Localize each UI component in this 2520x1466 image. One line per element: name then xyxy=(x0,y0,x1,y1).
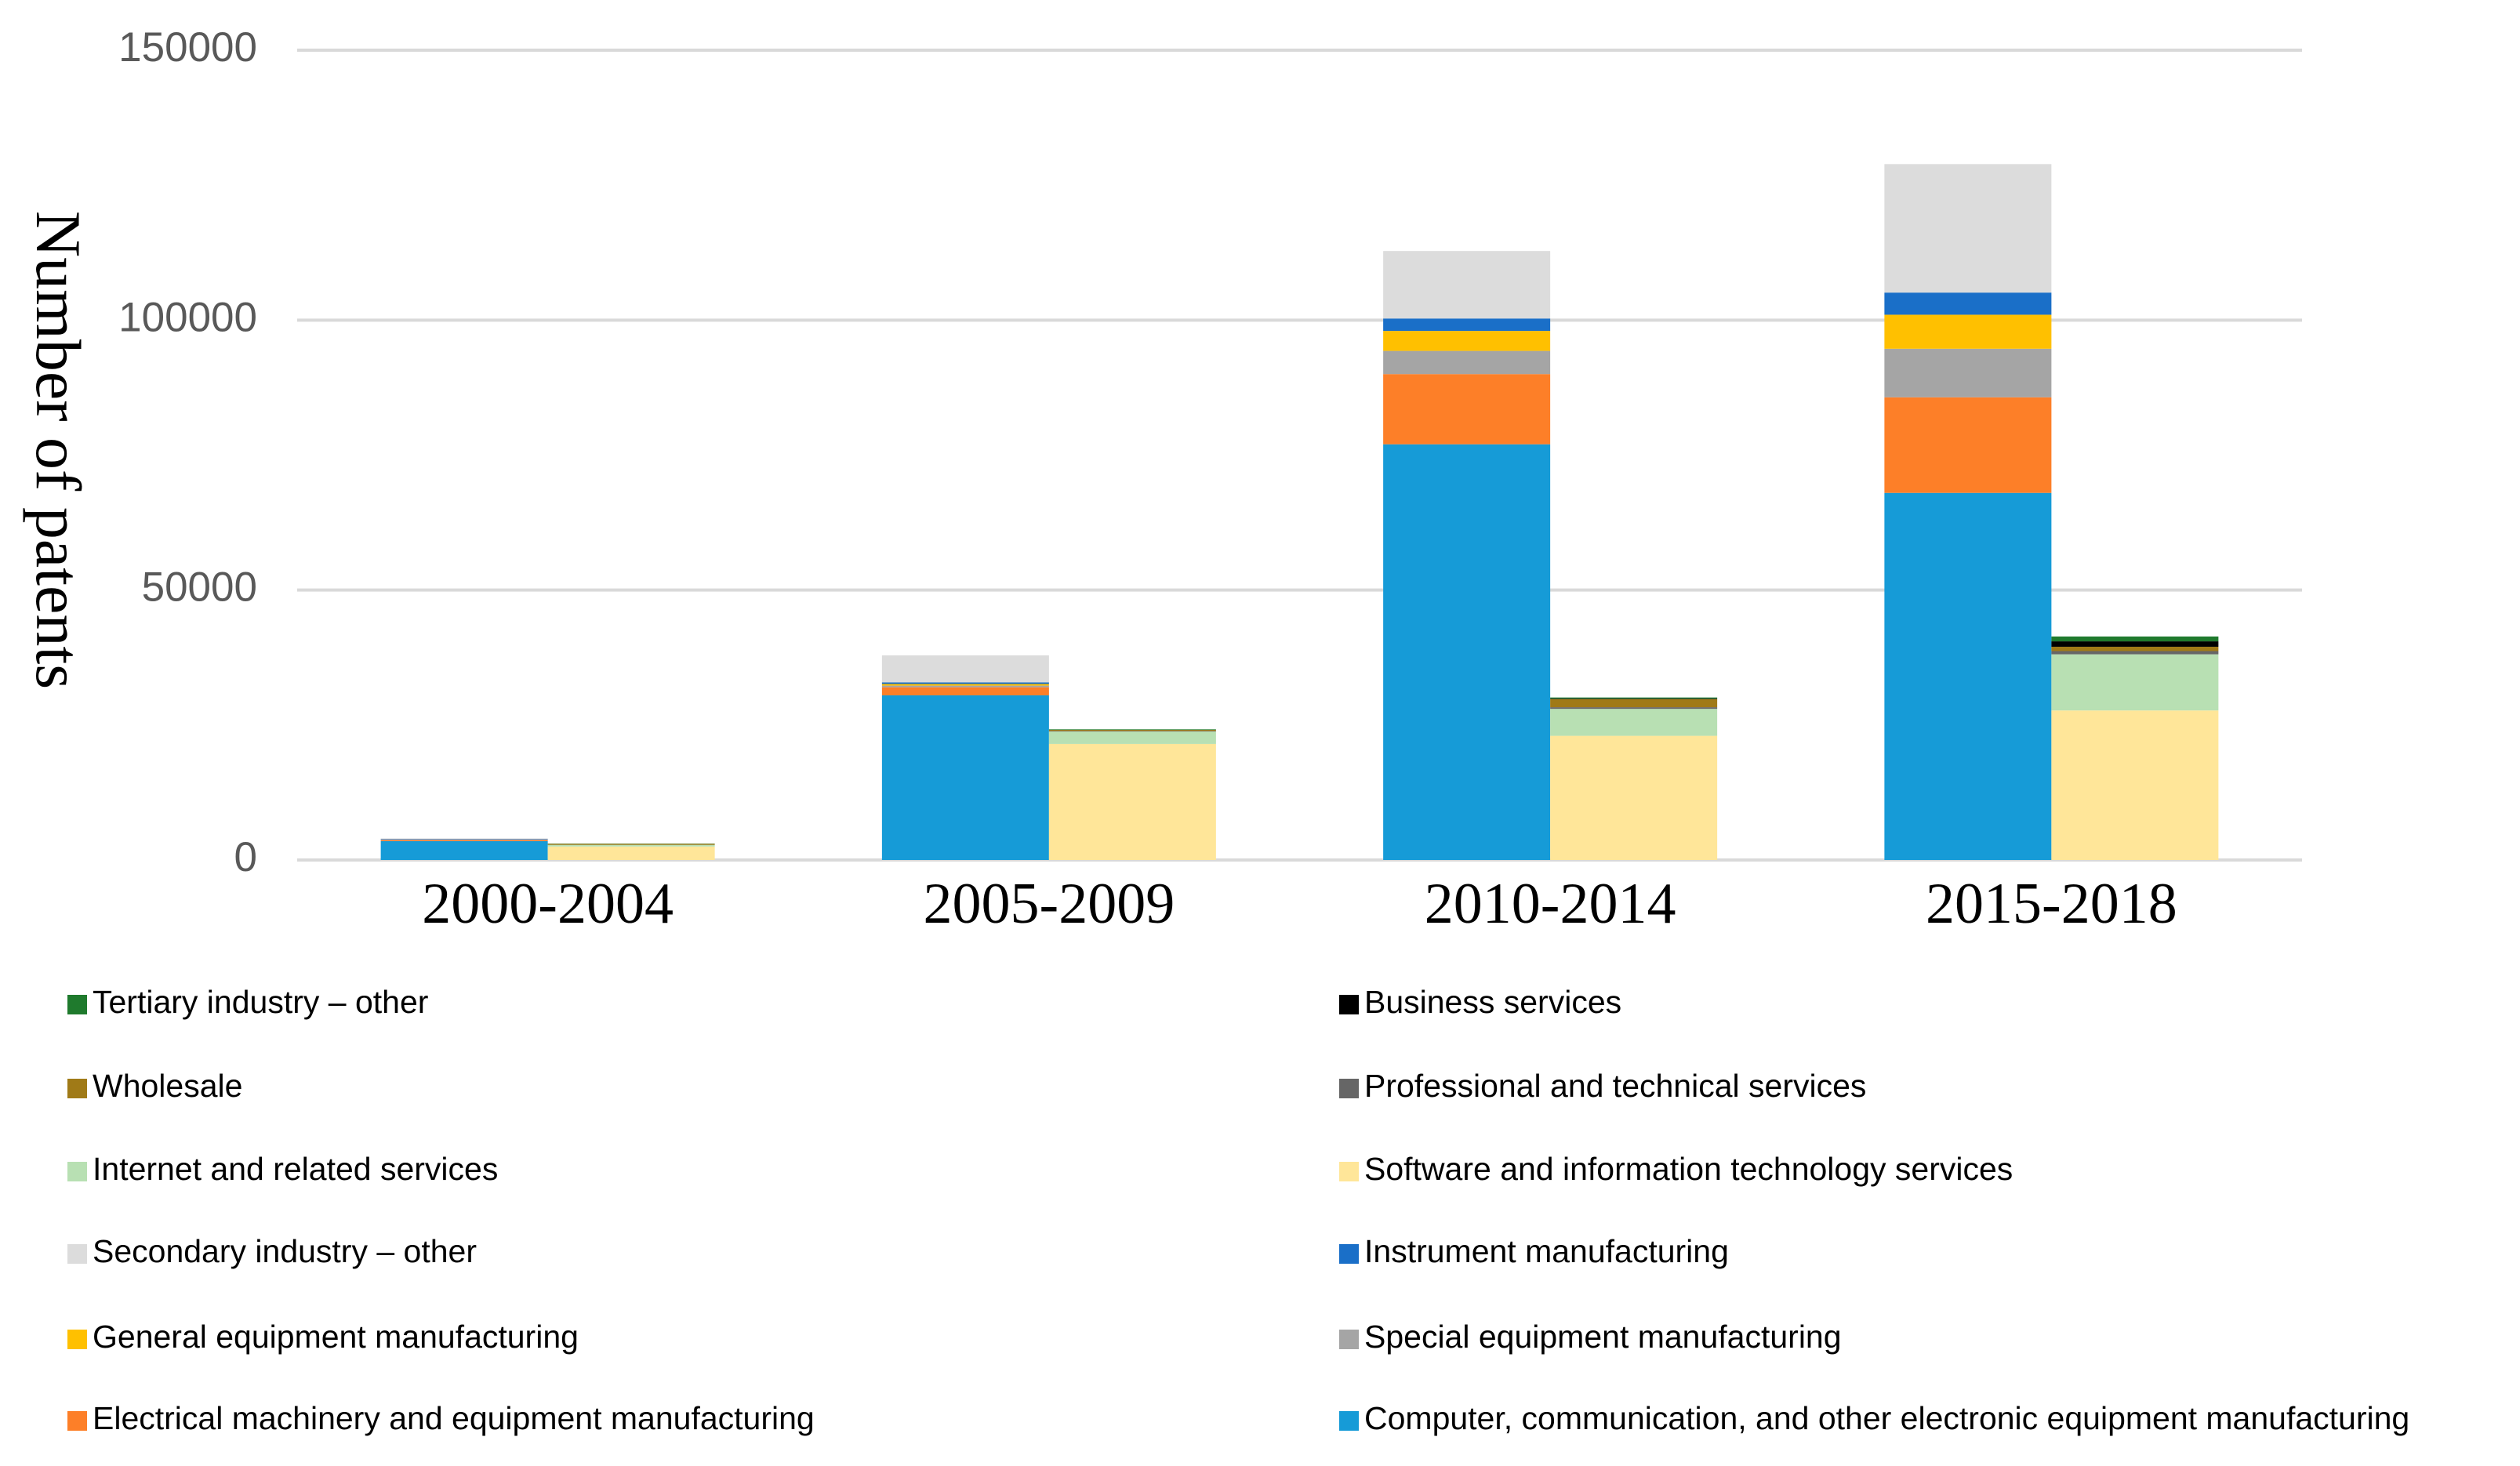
legend-label: Special equipment manufacturing xyxy=(1364,1319,1842,1355)
bar-segment xyxy=(1550,699,1718,708)
bar-segment xyxy=(881,695,1049,860)
bar-segment xyxy=(1884,314,2052,349)
bar-segment xyxy=(881,682,1049,684)
bar-segment xyxy=(1048,730,1216,731)
legend-swatch xyxy=(1339,995,1359,1014)
bar-segment xyxy=(881,655,1049,683)
bar-segment xyxy=(380,838,548,840)
bar-segment xyxy=(1884,164,2052,293)
legend-label: Electrical machinery and equipment manuf… xyxy=(93,1400,815,1436)
legend-label: Internet and related services xyxy=(93,1151,498,1187)
bar-segment xyxy=(1550,735,1718,860)
legend-swatch xyxy=(1339,1411,1359,1431)
legend-swatch xyxy=(67,1162,87,1181)
bar-segment xyxy=(2051,651,2219,655)
bar-segment xyxy=(1383,374,1551,445)
bar-segment xyxy=(2051,641,2219,647)
legend-swatch xyxy=(1339,1162,1359,1181)
bar-segment xyxy=(2051,654,2219,711)
legend-swatch xyxy=(67,995,87,1014)
bar-segment xyxy=(547,846,715,860)
bar-segment xyxy=(1383,444,1551,860)
bar-segment xyxy=(1383,350,1551,375)
bar-segment xyxy=(1048,731,1216,744)
x-tick-label: 2000-2004 xyxy=(422,872,674,936)
y-tick-label: 0 xyxy=(234,834,257,880)
bar-segment xyxy=(547,844,715,847)
bar-segment xyxy=(1048,743,1216,860)
bar-segment xyxy=(1884,348,2052,397)
bar-segment xyxy=(2051,710,2219,860)
legend-swatch xyxy=(67,1411,87,1431)
bar-segment xyxy=(380,840,548,860)
legend-label: General equipment manufacturing xyxy=(93,1319,579,1355)
legend-label: Instrument manufacturing xyxy=(1364,1233,1729,1269)
bar-segment xyxy=(1884,292,2052,315)
legend-swatch xyxy=(1339,1244,1359,1264)
x-tick-label: 2005-2009 xyxy=(924,872,1175,936)
legend-label: Secondary industry – other xyxy=(93,1233,477,1269)
bar-segment xyxy=(881,687,1049,695)
legend-swatch xyxy=(1339,1079,1359,1098)
legend-label: Wholesale xyxy=(93,1068,242,1104)
legend-label: Computer, communication, and other elect… xyxy=(1364,1400,2409,1436)
legend-label: Tertiary industry – other xyxy=(93,984,428,1020)
bar-segment xyxy=(881,685,1049,688)
legend-label: Business services xyxy=(1364,984,1621,1020)
legend-label: Software and information technology serv… xyxy=(1364,1151,2013,1187)
bar-segment xyxy=(1550,707,1718,709)
bar-segment xyxy=(2051,636,2219,642)
legend-swatch xyxy=(1339,1330,1359,1349)
y-tick-label: 50000 xyxy=(142,564,257,611)
bar-segment xyxy=(881,684,1049,686)
bar-segment xyxy=(1884,492,2052,860)
bar-segment xyxy=(1383,331,1551,351)
y-tick-label: 100000 xyxy=(118,294,257,340)
legend-swatch xyxy=(67,1244,87,1264)
bar-segment xyxy=(380,840,548,841)
x-tick-label: 2010-2014 xyxy=(1425,872,1676,936)
x-tick-label: 2015-2018 xyxy=(1926,872,2177,936)
bar-segment xyxy=(1550,697,1718,699)
y-axis-title: Number of patents xyxy=(23,211,94,689)
legend-label: Professional and technical services xyxy=(1364,1068,1866,1104)
legend-swatch xyxy=(67,1330,87,1349)
bar-segment xyxy=(1884,397,2052,493)
legend-swatch xyxy=(67,1079,87,1098)
bar-segment xyxy=(1048,729,1216,731)
bar-segment xyxy=(1383,318,1551,332)
bar-segment xyxy=(380,839,548,840)
y-tick-label: 150000 xyxy=(118,24,257,71)
bar-segment xyxy=(2051,646,2219,651)
bar-segment xyxy=(1550,709,1718,736)
bar-segment xyxy=(1383,251,1551,319)
